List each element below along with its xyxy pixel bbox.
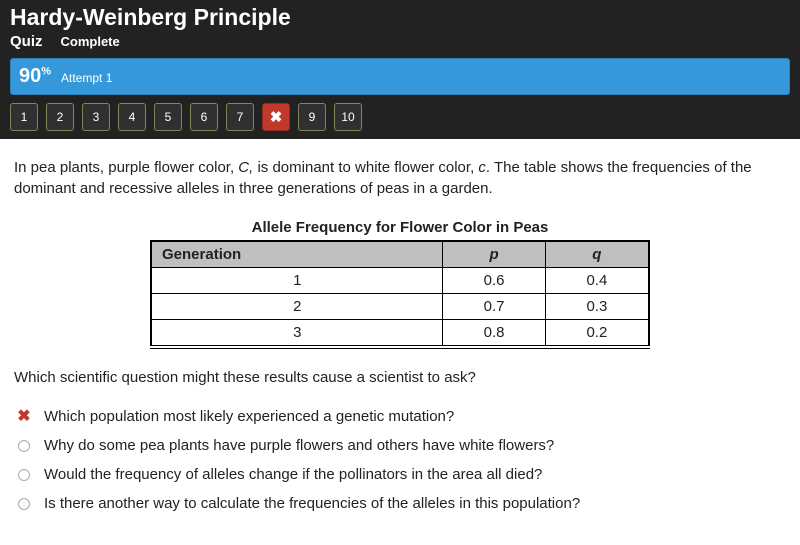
answer-option[interactable]: Would the frequency of alleles change if… (14, 460, 786, 489)
col-p: p (443, 241, 545, 268)
allele-table: Generation p q 10.60.420.70.330.80.2 (150, 240, 650, 349)
score-bar: 90% Attempt 1 (10, 58, 790, 95)
answer-text: Which population most likely experienced… (44, 406, 454, 427)
qnav-item-3[interactable]: 3 (82, 103, 110, 131)
qnav-item-wrong[interactable]: ✖ (262, 103, 290, 131)
col-generation: Generation (151, 241, 443, 268)
table-header-row: Generation p q (151, 241, 649, 268)
cell-gen: 2 (151, 294, 443, 320)
subtitle-row: Quiz Complete (10, 33, 790, 50)
qnav-item-7[interactable]: 7 (226, 103, 254, 131)
question-followup: Which scientific question might these re… (14, 367, 786, 388)
score-percent: 90% (19, 65, 51, 88)
qnav-item-6[interactable]: 6 (190, 103, 218, 131)
radio-icon (16, 467, 32, 483)
cell-q: 0.3 (545, 294, 649, 320)
allele-table-wrap: Allele Frequency for Flower Color in Pea… (150, 217, 650, 349)
answer-option[interactable]: Is there another way to calculate the fr… (14, 489, 786, 518)
score-value: 90 (19, 65, 41, 87)
page-title: Hardy-Weinberg Principle (10, 0, 790, 31)
qnav-item-5[interactable]: 5 (154, 103, 182, 131)
table-row: 20.70.3 (151, 294, 649, 320)
quiz-status: Complete (61, 34, 120, 49)
cell-p: 0.7 (443, 294, 545, 320)
qnav-item-2[interactable]: 2 (46, 103, 74, 131)
answer-option[interactable]: Why do some pea plants have purple flowe… (14, 431, 786, 460)
cell-q: 0.2 (545, 320, 649, 348)
answer-text: Would the frequency of alleles change if… (44, 464, 542, 485)
radio-icon (16, 496, 32, 512)
cell-p: 0.6 (443, 268, 545, 294)
radio-icon (16, 438, 32, 454)
cell-gen: 3 (151, 320, 443, 348)
answer-option[interactable]: ✖ Which population most likely experience… (14, 402, 786, 431)
cell-gen: 1 (151, 268, 443, 294)
question-intro: In pea plants, purple flower color, C, i… (14, 157, 786, 199)
qnav-item-10[interactable]: 10 (334, 103, 362, 131)
wrong-icon: ✖ (16, 409, 32, 425)
table-row: 30.80.2 (151, 320, 649, 348)
qnav-item-9[interactable]: 9 (298, 103, 326, 131)
cell-q: 0.4 (545, 268, 649, 294)
cell-p: 0.8 (443, 320, 545, 348)
question-nav: 1234567 ✖ 9 10 (10, 103, 790, 131)
quiz-header: Hardy-Weinberg Principle Quiz Complete 9… (0, 0, 800, 139)
quiz-label: Quiz (10, 33, 43, 50)
table-row: 10.60.4 (151, 268, 649, 294)
answer-text: Is there another way to calculate the fr… (44, 493, 580, 514)
qnav-item-1[interactable]: 1 (10, 103, 38, 131)
attempt-label: Attempt 1 (61, 71, 112, 85)
question-content: In pea plants, purple flower color, C, i… (0, 139, 800, 528)
table-title: Allele Frequency for Flower Color in Pea… (150, 217, 650, 238)
answer-options: ✖ Which population most likely experience… (14, 402, 786, 518)
percent-symbol: % (41, 65, 51, 77)
qnav-item-4[interactable]: 4 (118, 103, 146, 131)
answer-text: Why do some pea plants have purple flowe… (44, 435, 554, 456)
col-q: q (545, 241, 649, 268)
